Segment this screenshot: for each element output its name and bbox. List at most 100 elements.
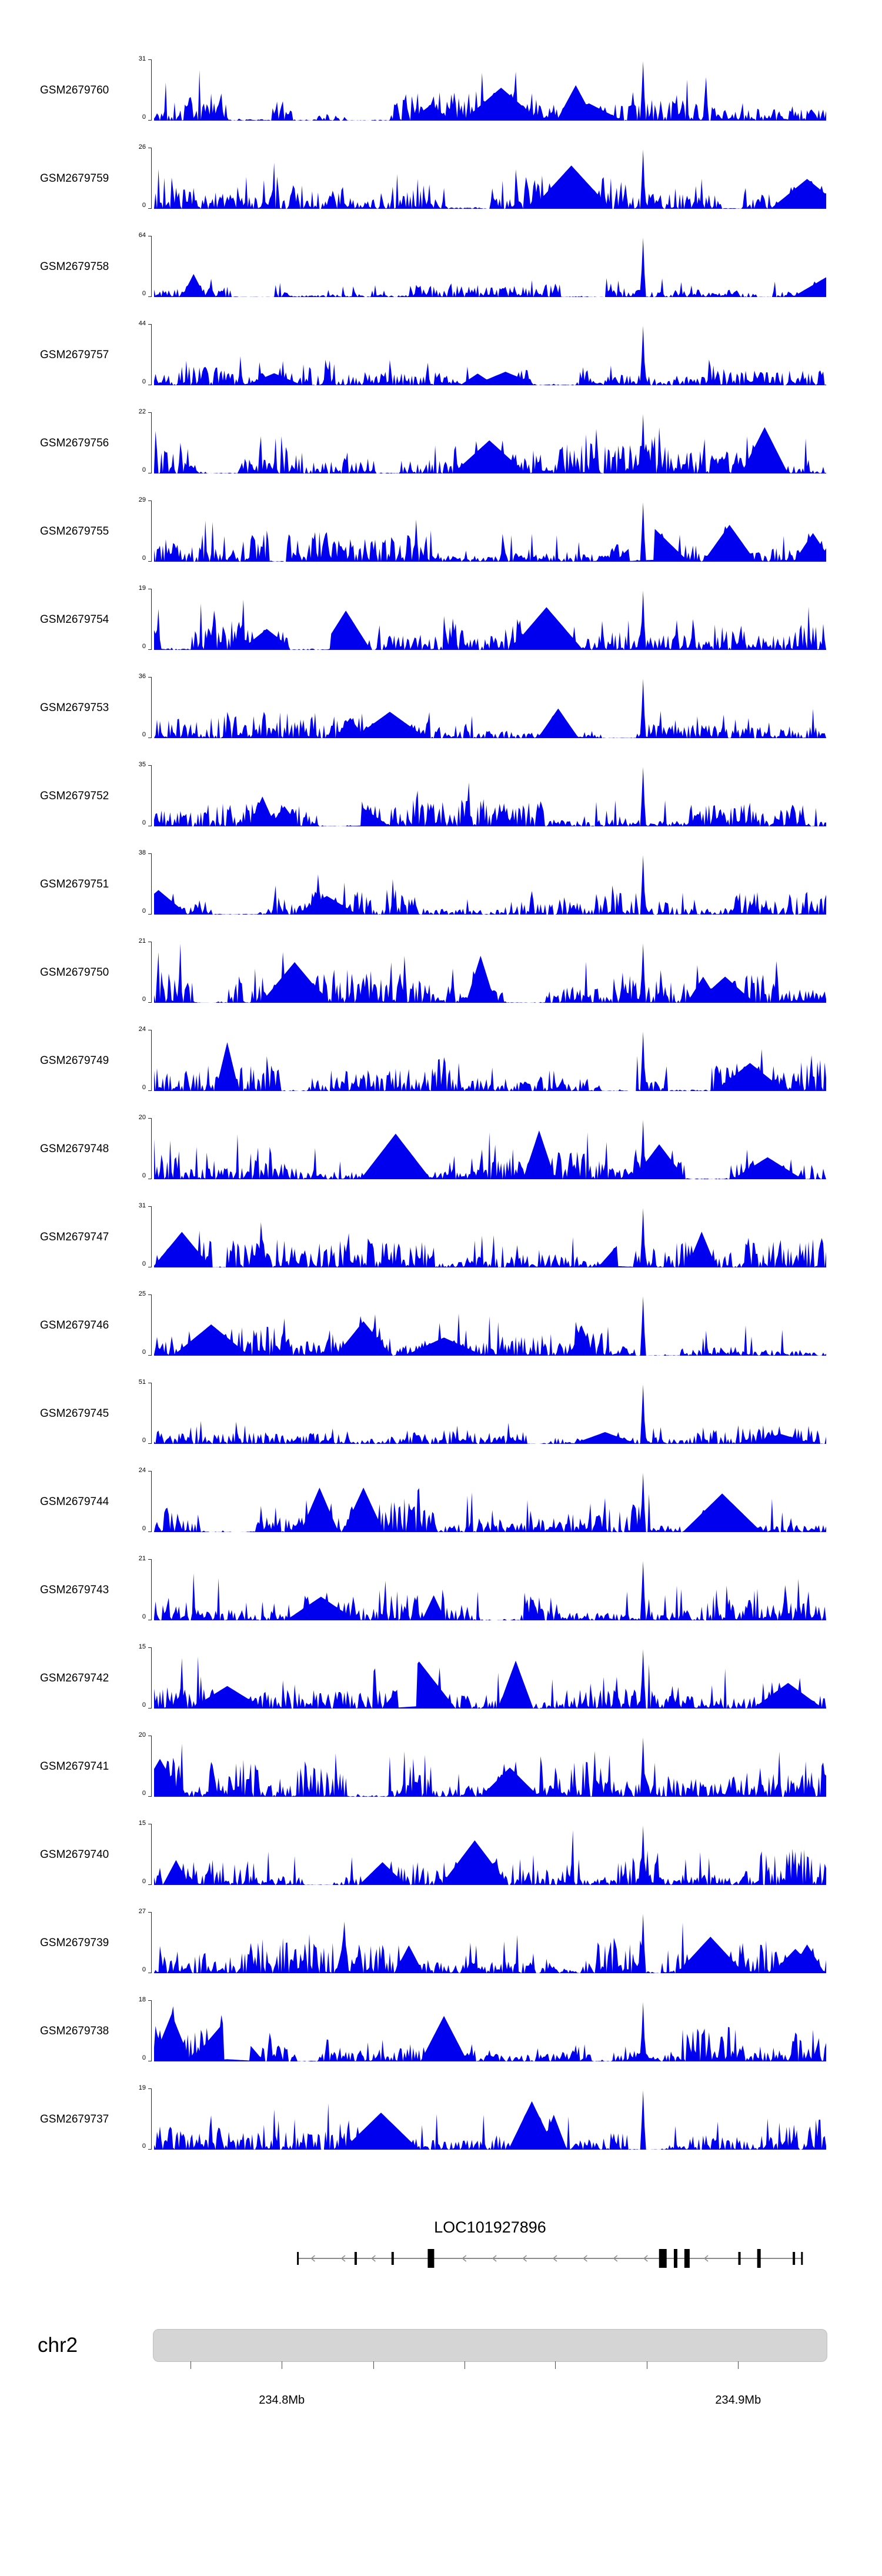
track-label: GSM2679752 xyxy=(40,790,109,802)
y-axis-tick xyxy=(148,1090,151,1091)
coverage-area xyxy=(154,1384,826,1444)
coverage-track-row: GSM2679746 25 0 xyxy=(0,1285,882,1373)
axis-tick xyxy=(738,2361,739,2369)
exon-box xyxy=(659,2249,667,2268)
track-label: GSM2679747 xyxy=(40,1231,109,1243)
coverage-plot xyxy=(154,767,826,826)
exon-box xyxy=(684,2249,690,2268)
coverage-area xyxy=(154,414,826,473)
coverage-plot xyxy=(154,590,826,650)
coverage-plot xyxy=(154,1561,826,1620)
coverage-plot xyxy=(154,1737,826,1797)
coverage-track-row: GSM2679751 38 0 xyxy=(0,844,882,932)
y-axis-tick xyxy=(148,2000,151,2001)
y-axis-line xyxy=(151,1647,152,1709)
y-axis-line xyxy=(151,1206,152,1267)
y-axis-line xyxy=(151,1471,152,1532)
track-label: GSM2679749 xyxy=(40,1055,109,1067)
track-label: GSM2679760 xyxy=(40,84,109,96)
y-axis-tick xyxy=(148,2149,151,2150)
y-axis-max-label: 26 xyxy=(138,144,146,151)
y-axis-max-label: 20 xyxy=(138,1731,146,1739)
y-axis-max-label: 31 xyxy=(138,1202,146,1209)
y-axis-line xyxy=(151,2000,152,2061)
track-label: GSM2679757 xyxy=(40,349,109,361)
y-axis-min-label: 0 xyxy=(142,114,146,121)
coverage-area xyxy=(154,855,826,915)
coverage-track-row: GSM2679738 18 0 xyxy=(0,1991,882,2079)
exon-bar xyxy=(354,2252,357,2265)
exon-bar xyxy=(801,2252,803,2265)
track-label: GSM2679739 xyxy=(40,1937,109,1949)
y-axis-line xyxy=(151,1294,152,1356)
y-axis-line xyxy=(151,148,152,209)
y-axis-max-label: 25 xyxy=(138,1290,146,1297)
exon-bar xyxy=(297,2252,299,2265)
strand-arrow-icon xyxy=(643,2255,648,2262)
y-axis-line xyxy=(151,1118,152,1179)
coverage-track-row: GSM2679748 20 0 xyxy=(0,1109,882,1197)
coverage-plot xyxy=(154,1208,826,1267)
strand-arrow-icon xyxy=(552,2255,557,2262)
coverage-track-row: GSM2679742 15 0 xyxy=(0,1638,882,1726)
coverage-area xyxy=(154,1826,826,1885)
strand-arrow-icon xyxy=(613,2255,618,2262)
coverage-plot xyxy=(154,238,826,297)
y-axis-max-label: 64 xyxy=(138,232,146,239)
y-axis-tick xyxy=(148,1002,151,1003)
coverage-area xyxy=(154,149,826,209)
coverage-track-row: GSM2679758 64 0 xyxy=(0,226,882,315)
y-axis-tick xyxy=(148,2088,151,2089)
coverage-area xyxy=(154,1737,826,1797)
coverage-area xyxy=(154,1561,826,1620)
y-axis-tick xyxy=(148,765,151,766)
y-axis-tick xyxy=(148,1294,151,1295)
y-axis-line xyxy=(151,942,152,1003)
coverage-plot xyxy=(154,414,826,473)
y-axis-min-label: 0 xyxy=(142,907,146,915)
coverage-area xyxy=(154,590,826,650)
axis-tick-label: 234.8Mb xyxy=(259,2394,305,2407)
coverage-track-row: GSM2679743 21 0 xyxy=(0,1550,882,1638)
y-axis-line xyxy=(151,677,152,738)
coverage-plot xyxy=(154,1296,826,1356)
y-axis-min-label: 0 xyxy=(142,996,146,1003)
coverage-track-row: GSM2679760 31 0 xyxy=(0,50,882,138)
y-axis-tick xyxy=(148,1647,151,1648)
y-axis-max-label: 19 xyxy=(138,2084,146,2091)
coverage-plot xyxy=(154,1032,826,1091)
exon-box xyxy=(673,2249,677,2268)
y-axis-min-label: 0 xyxy=(142,378,146,385)
y-axis-line xyxy=(151,589,152,650)
y-axis-max-label: 21 xyxy=(138,937,146,945)
y-axis-max-label: 27 xyxy=(138,1908,146,1915)
track-label: GSM2679756 xyxy=(40,437,109,449)
y-axis-min-label: 0 xyxy=(142,643,146,650)
strand-arrow-icon xyxy=(522,2255,527,2262)
y-axis-tick xyxy=(148,208,151,209)
y-axis-max-label: 20 xyxy=(138,1114,146,1121)
coverage-track-row: GSM2679744 24 0 xyxy=(0,1461,882,1550)
strand-arrow-icon xyxy=(492,2255,497,2262)
track-label: GSM2679742 xyxy=(40,1672,109,1684)
coverage-area xyxy=(154,943,826,1003)
y-axis-line xyxy=(151,1824,152,1885)
y-axis-tick xyxy=(148,1443,151,1444)
y-axis-min-label: 0 xyxy=(142,290,146,297)
coverage-plot xyxy=(154,1649,826,1709)
coverage-area xyxy=(154,1649,826,1709)
track-label: GSM2679754 xyxy=(40,613,109,626)
coverage-area xyxy=(154,2002,826,2061)
coverage-track-row: GSM2679737 19 0 xyxy=(0,2079,882,2167)
y-axis-line xyxy=(151,412,152,473)
y-axis-min-label: 0 xyxy=(142,1437,146,1444)
y-axis-line xyxy=(151,2088,152,2150)
coverage-track-row: GSM2679749 24 0 xyxy=(0,1020,882,1109)
y-axis-max-label: 29 xyxy=(138,496,146,503)
track-label: GSM2679744 xyxy=(40,1496,109,1508)
gene-structure-track xyxy=(297,2249,803,2268)
exon-bar xyxy=(391,2252,394,2265)
y-axis-max-label: 19 xyxy=(138,585,146,592)
coverage-plot xyxy=(154,502,826,562)
